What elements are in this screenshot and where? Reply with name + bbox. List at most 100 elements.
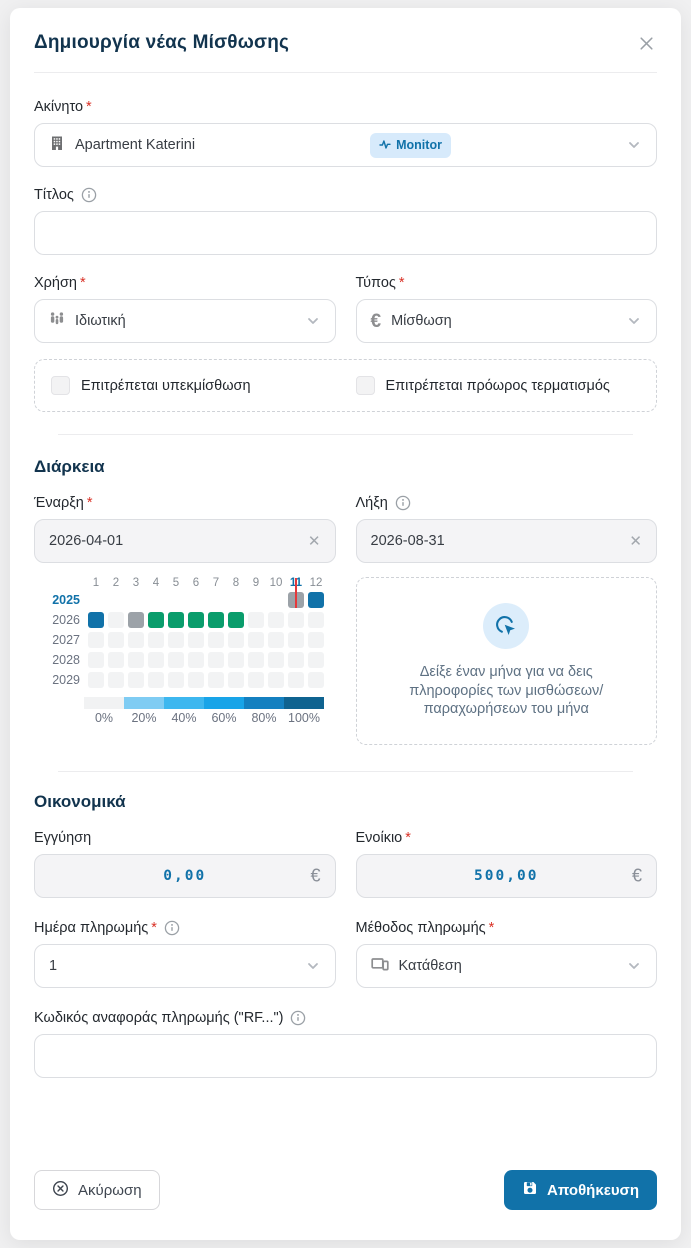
heatmap-legend-label: 40% [171,711,197,725]
heatmap-cell[interactable] [208,652,224,668]
property-select[interactable]: Apartment Katerini Monitor [34,123,657,167]
info-icon[interactable] [81,187,97,203]
monitor-badge-label: Monitor [396,138,442,152]
heatmap-cell[interactable] [148,672,164,688]
heatmap-month-label: 5 [172,577,180,589]
rent-input[interactable]: 500,00 € [355,854,657,898]
heatmap-cell[interactable] [168,672,184,688]
rent-label: Ενοίκιο [355,830,403,846]
heatmap-cell[interactable] [228,672,244,688]
heatmap-year-row: 2027 [34,632,336,648]
payment-day-label: Ημέρα πληρωμής [34,920,149,936]
heatmap-cell[interactable] [168,612,184,628]
euro-symbol: € [631,865,642,886]
heatmap-cell[interactable] [308,612,324,628]
heatmap-cell[interactable] [188,632,204,648]
heatmap-cell[interactable] [128,672,144,688]
heatmap-cell[interactable] [88,632,104,648]
heatmap-cell[interactable] [128,632,144,648]
close-button[interactable] [636,33,657,54]
payment-day-select[interactable]: 1 [34,944,336,988]
heatmap-cell[interactable] [268,612,284,628]
start-date-value: 2026-04-01 [49,533,124,549]
heatmap-cell[interactable] [228,652,244,668]
heatmap-cell[interactable] [148,652,164,668]
sublet-checkbox[interactable] [51,376,70,395]
clear-end-date-button[interactable]: ✕ [629,532,642,550]
usage-select[interactable]: Ιδιωτική [34,299,336,343]
heatmap-cell[interactable] [88,672,104,688]
cancel-button[interactable]: Ακύρωση [34,1170,160,1210]
modal-title: Δημιουργία νέας Μίσθωσης [34,32,290,53]
heatmap-cell[interactable] [288,612,304,628]
heatmap-cell[interactable] [228,612,244,628]
heatmap-cell[interactable] [128,652,144,668]
end-date-input[interactable]: 2026-08-31 ✕ [355,519,657,563]
heatmap-cell[interactable] [88,652,104,668]
heatmap-cell[interactable] [208,612,224,628]
heatmap-cell[interactable] [208,672,224,688]
heatmap-cell[interactable] [288,672,304,688]
sublet-checkbox-item[interactable]: Επιτρέπεται υπεκμίσθωση [51,376,336,395]
heatmap-cell[interactable] [288,652,304,668]
heatmap-cell[interactable] [248,612,264,628]
early-termination-checkbox-item[interactable]: Επιτρέπεται πρόωρος τερματισμός [355,376,641,395]
heatmap-cell[interactable] [88,612,104,628]
heatmap-cell[interactable] [248,652,264,668]
required-marker: * [86,495,93,511]
type-select[interactable]: € Μίσθωση [355,299,657,343]
heatmap-cell[interactable] [168,632,184,648]
heatmap-cell[interactable] [108,632,124,648]
info-icon[interactable] [164,920,180,936]
heatmap-month-label: 3 [132,577,140,589]
heatmap-cell[interactable] [288,632,304,648]
payment-method-label: Μέθοδος πληρωμής [355,920,486,936]
heatmap-cell[interactable] [228,632,244,648]
clear-start-date-button[interactable]: ✕ [307,532,321,550]
heatmap-cell [128,592,144,608]
heatmap-cell[interactable] [308,652,324,668]
info-icon[interactable] [290,1010,306,1026]
payment-method-value: Κατάθεση [398,958,462,974]
heatmap-cell[interactable] [188,652,204,668]
payment-method-select[interactable]: Κατάθεση [355,944,657,988]
header-divider [34,72,657,73]
heatmap-cell[interactable] [108,672,124,688]
heatmap-cell[interactable] [208,632,224,648]
heatmap-month-label: 1 [92,577,100,589]
heatmap-cell[interactable] [188,612,204,628]
reference-input[interactable] [34,1034,657,1078]
heatmap-cell[interactable] [168,652,184,668]
heatmap-cell[interactable] [288,592,304,608]
title-input[interactable] [34,211,657,255]
start-date-input[interactable]: 2026-04-01 ✕ [34,519,336,563]
cancel-button-label: Ακύρωση [78,1181,142,1199]
usage-value: Ιδιωτική [75,313,126,329]
heatmap-cell[interactable] [308,632,324,648]
early-termination-checkbox[interactable] [355,376,375,395]
heatmap-cell[interactable] [268,652,284,668]
section-divider [58,434,633,435]
heatmap-cell[interactable] [268,632,284,648]
heatmap-cell[interactable] [268,672,284,688]
heatmap-month-label: 9 [252,577,260,589]
heatmap-month-label: 2 [112,577,120,589]
heatmap-cell[interactable] [108,652,124,668]
heatmap-year-row: 2026 [34,612,336,628]
title-field: Τίτλος [34,187,657,255]
heatmap-cell[interactable] [148,632,164,648]
heatmap-cell[interactable] [248,672,264,688]
heatmap-cell[interactable] [248,632,264,648]
deposit-input[interactable]: 0,00 € [34,854,336,898]
heatmap-cell[interactable] [108,612,124,628]
save-button[interactable]: Αποθήκευση [504,1170,657,1210]
info-icon[interactable] [395,495,411,511]
heatmap-cell [148,592,164,608]
heatmap-cell[interactable] [308,592,324,608]
heatmap-cell[interactable] [148,612,164,628]
heatmap-cell[interactable] [308,672,324,688]
heatmap-cell[interactable] [188,672,204,688]
heatmap-cell[interactable] [128,612,144,628]
end-date-field: Λήξη 2026-08-31 ✕ [355,495,657,563]
